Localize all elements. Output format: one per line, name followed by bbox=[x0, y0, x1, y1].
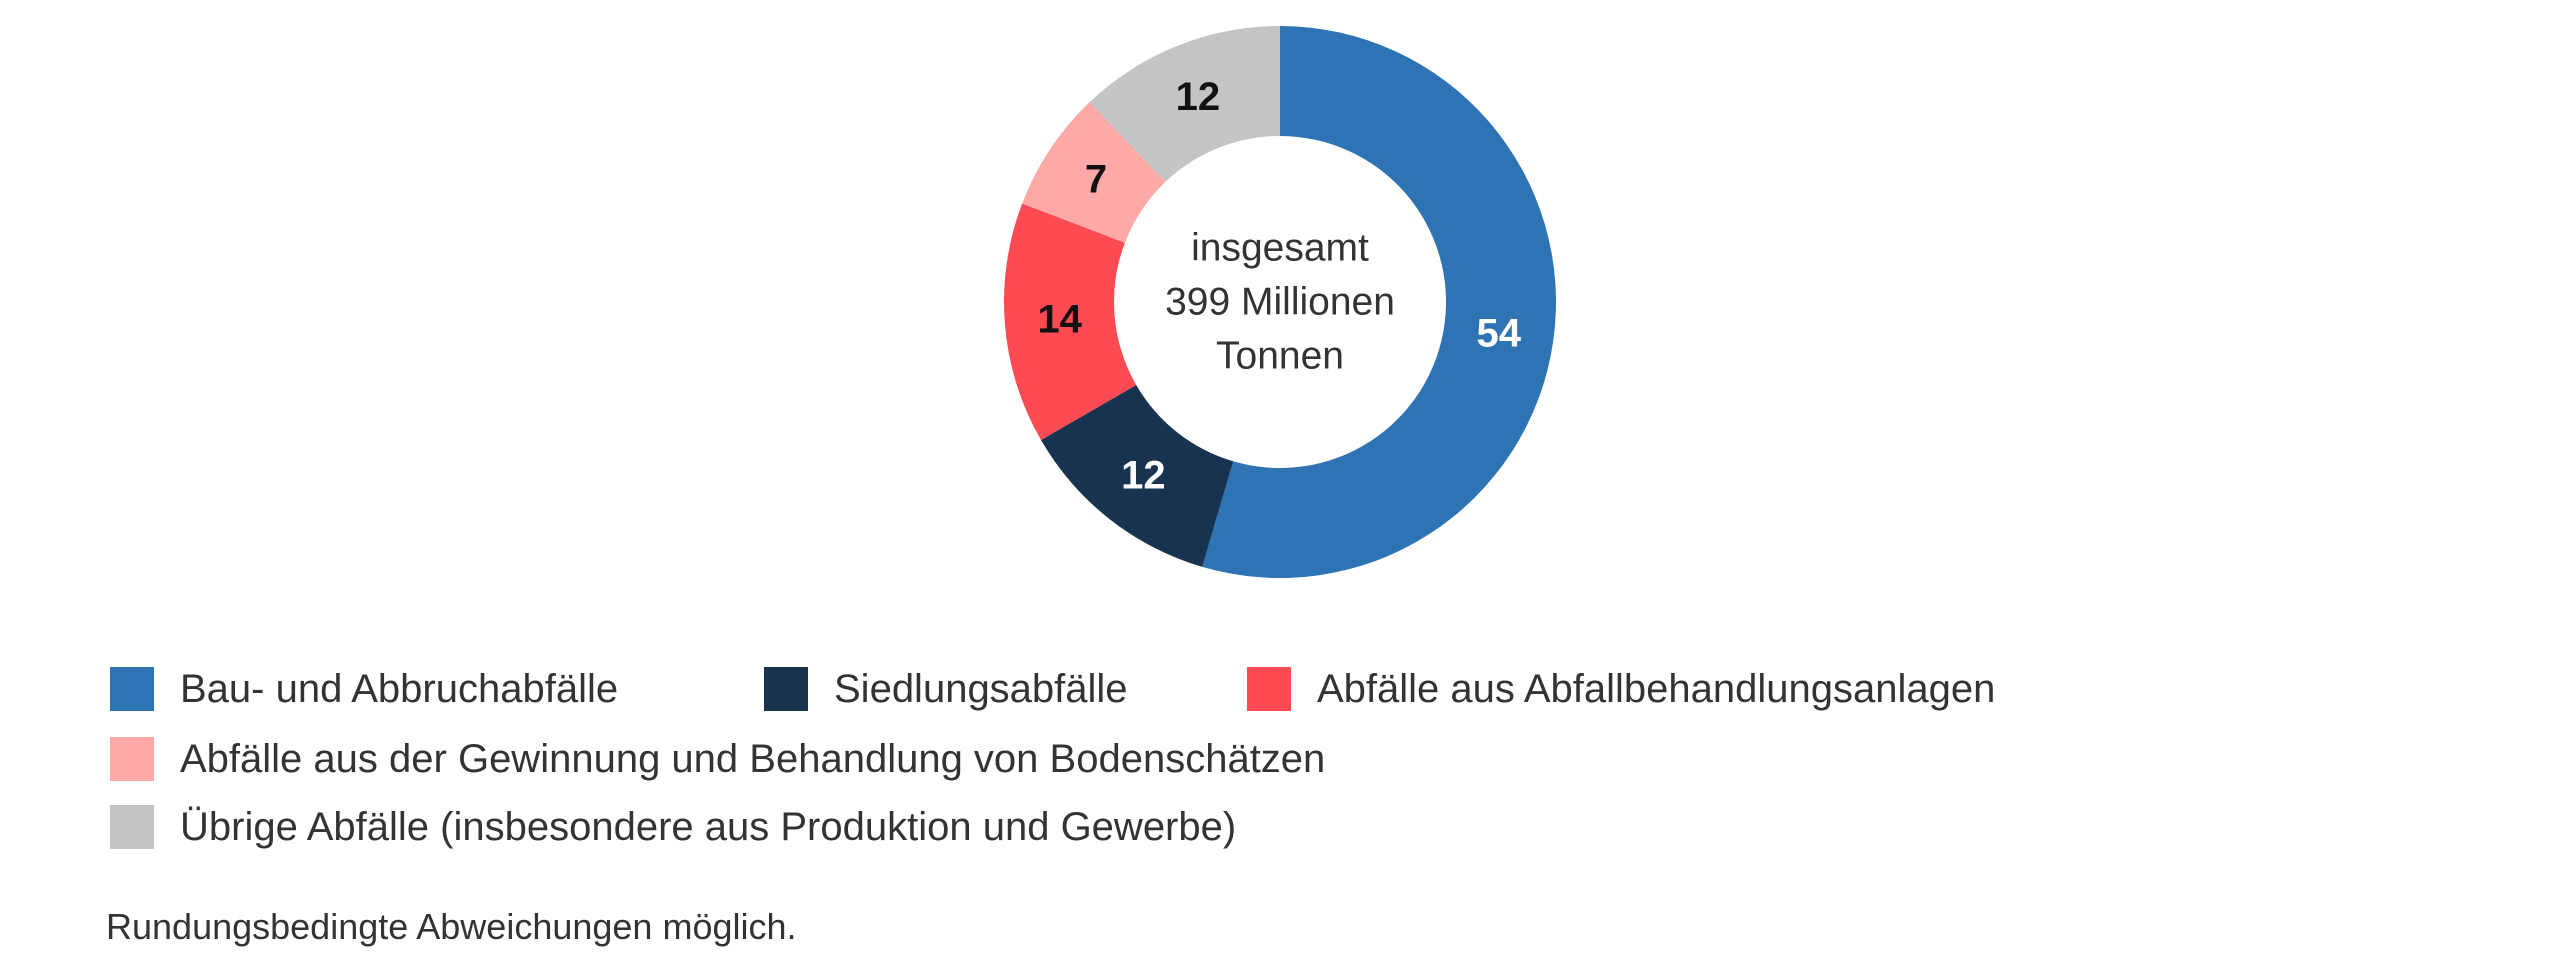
slice-value-label: 12 bbox=[1121, 454, 1166, 498]
center-text-line: 399 Millionen bbox=[1165, 281, 1395, 324]
donut-slice-4 bbox=[1022, 102, 1166, 243]
legend-item: Übrige Abfälle (insbesondere aus Produkt… bbox=[110, 803, 1236, 851]
slice-value-label: 12 bbox=[1176, 75, 1221, 119]
legend-label: Abfälle aus der Gewinnung und Behandlung… bbox=[180, 736, 1326, 781]
legend-item: Abfälle aus der Gewinnung und Behandlung… bbox=[110, 735, 1325, 783]
legend-swatch bbox=[764, 667, 808, 711]
donut-slice-2 bbox=[1040, 385, 1234, 567]
legend-swatch bbox=[1247, 667, 1291, 711]
legend-item: Abfälle aus Abfallbehandlungsanlagen bbox=[1247, 665, 1995, 713]
slice-value-label: 7 bbox=[1085, 158, 1107, 202]
donut-slice-1 bbox=[1202, 26, 1556, 579]
slice-value-label: 54 bbox=[1477, 311, 1522, 355]
legend-label: Bau- und Abbruchabfälle bbox=[180, 666, 619, 711]
center-text-line: insgesamt bbox=[1191, 227, 1369, 270]
donut-slice-3 bbox=[1004, 203, 1137, 440]
footnote: Rundungsbedingte Abweichungen möglich. bbox=[106, 906, 797, 947]
donut-slice-5 bbox=[1089, 25, 1280, 182]
legend-item: Bau- und Abbruchabfälle bbox=[110, 665, 618, 713]
center-text-line: Tonnen bbox=[1216, 335, 1344, 378]
legend-label: Siedlungsabfälle bbox=[834, 666, 1128, 711]
legend-item: Siedlungsabfälle bbox=[764, 665, 1128, 713]
legend-swatch bbox=[110, 737, 154, 781]
legend-label: Übrige Abfälle (insbesondere aus Produkt… bbox=[180, 804, 1237, 849]
legend-label: Abfälle aus Abfallbehandlungsanlagen bbox=[1317, 666, 1996, 711]
legend-swatch bbox=[110, 805, 154, 849]
legend-swatch bbox=[110, 667, 154, 711]
slice-value-label: 14 bbox=[1037, 298, 1082, 342]
